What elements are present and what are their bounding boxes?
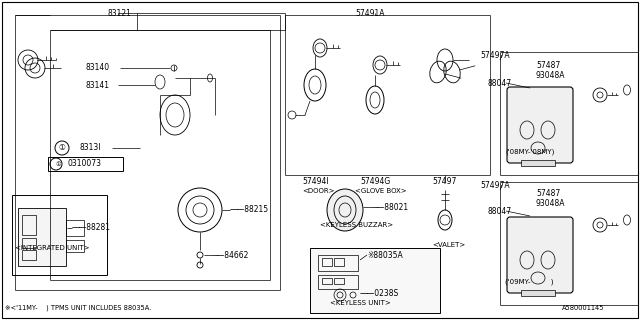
Bar (48, 157, 123, 171)
Bar (66, 220, 84, 236)
Text: A580001145: A580001145 (562, 305, 605, 311)
Bar (310, 248, 440, 313)
Text: ※<'11MY-    ) TPMS UNIT INCLUDES 88035A.: ※<'11MY- ) TPMS UNIT INCLUDES 88035A. (5, 305, 151, 311)
FancyBboxPatch shape (507, 217, 573, 293)
Text: 57494I: 57494I (302, 178, 328, 187)
Ellipse shape (327, 189, 363, 231)
Text: 57497A: 57497A (480, 180, 509, 189)
Text: <VALET>: <VALET> (432, 242, 465, 248)
Text: 57494G: 57494G (360, 178, 390, 187)
Text: 57491A: 57491A (355, 9, 385, 18)
Text: ——88021: ——88021 (370, 203, 409, 212)
Text: 83141: 83141 (85, 81, 109, 90)
FancyBboxPatch shape (507, 87, 573, 163)
Text: 57487: 57487 (536, 188, 560, 197)
Bar (22, 250, 36, 260)
Bar (521, 160, 555, 166)
Text: 57487: 57487 (536, 60, 560, 69)
Text: 57497A: 57497A (480, 51, 509, 60)
Text: ①: ① (55, 162, 61, 166)
Bar (322, 258, 332, 266)
Text: <KEYLESS BUZZAR>: <KEYLESS BUZZAR> (320, 222, 393, 228)
Text: 8313I: 8313I (80, 143, 102, 153)
Bar (521, 290, 555, 296)
Text: <KEYLESS UNIT>: <KEYLESS UNIT> (330, 300, 391, 306)
Text: 83140: 83140 (85, 63, 109, 73)
Text: 93048A: 93048A (536, 70, 566, 79)
Text: ——88281: ——88281 (72, 223, 111, 233)
Bar (18, 208, 66, 266)
Text: ——0238S: ——0238S (360, 290, 399, 299)
Text: ①: ① (59, 143, 65, 153)
Text: ——88215: ——88215 (230, 205, 269, 214)
Text: <GLOVE BOX>: <GLOVE BOX> (355, 188, 406, 194)
Text: 0310073: 0310073 (67, 159, 101, 169)
Text: 83121: 83121 (107, 9, 131, 18)
Text: <DOOR>: <DOOR> (302, 188, 335, 194)
Bar (66, 240, 84, 252)
Text: 93048A: 93048A (536, 198, 566, 207)
Bar (318, 275, 358, 289)
Bar (322, 278, 332, 284)
Text: <INTEGRATED UNIT>: <INTEGRATED UNIT> (15, 245, 90, 251)
Text: 57497: 57497 (432, 178, 456, 187)
Text: ('08MY-'08MY): ('08MY-'08MY) (505, 149, 554, 155)
Text: 88047: 88047 (487, 206, 511, 215)
Bar (22, 215, 36, 235)
Bar (22, 238, 36, 248)
Bar (334, 278, 344, 284)
Text: ——84662: ——84662 (210, 251, 250, 260)
Text: ※88035A: ※88035A (367, 251, 403, 260)
Text: ('09MY-         ): ('09MY- ) (505, 279, 554, 285)
Bar (334, 258, 344, 266)
Bar (318, 255, 358, 271)
Text: 88047: 88047 (487, 78, 511, 87)
Bar (12, 195, 107, 275)
